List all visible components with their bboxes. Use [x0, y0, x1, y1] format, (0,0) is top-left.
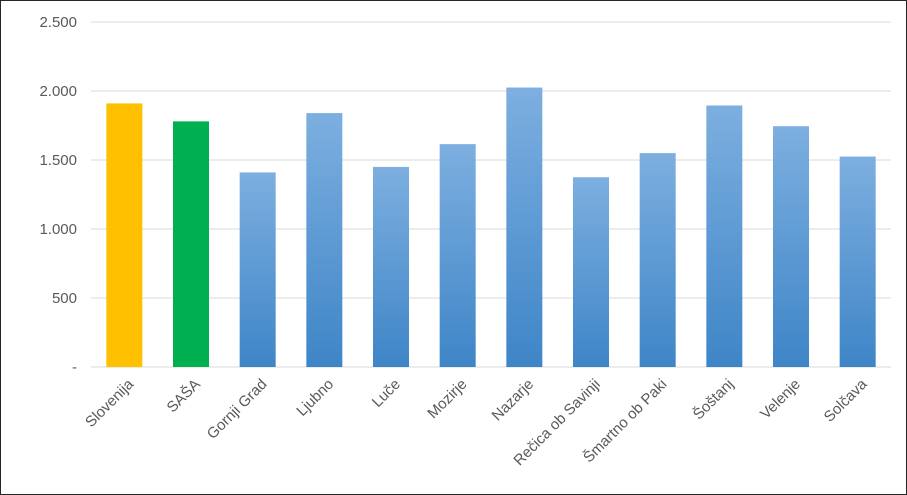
bar: [573, 177, 609, 367]
bar: [173, 121, 209, 367]
x-tick-label: Solčava: [821, 375, 871, 425]
bar: [639, 153, 676, 367]
x-tick-label: SAŠA: [164, 376, 204, 416]
x-tick-label: Nazarje: [489, 376, 538, 425]
bar: [106, 103, 143, 368]
bar: [839, 156, 876, 367]
x-tick-label: Luče: [369, 376, 404, 411]
bar: [773, 126, 809, 367]
bar: [373, 166, 409, 367]
y-axis-tick-labels: - 500 1.000 1.500 2.000 2.500: [39, 14, 77, 376]
x-tick-label: Slovenija: [82, 375, 138, 431]
bar: [239, 172, 276, 367]
y-tick-label: 2.500: [39, 14, 77, 31]
x-tick-label: Šoštanj: [690, 376, 737, 423]
x-tick-label: Gornji Grad: [204, 376, 271, 443]
gridlines: [91, 21, 891, 368]
y-tick-label: 2.000: [39, 83, 77, 100]
x-tick-label: Ljubno: [293, 376, 337, 420]
y-tick-label: 500: [52, 290, 77, 307]
y-tick-label: -: [72, 359, 77, 376]
x-tick-label: Velenje: [757, 376, 804, 423]
y-tick-label: 1.000: [39, 221, 77, 238]
bar: [439, 144, 476, 367]
bar: [706, 105, 743, 368]
y-tick-label: 1.500: [39, 152, 77, 169]
x-axis-tick-labels: Slovenija SAŠA Gornji Grad Ljubno Luče Mozirj…: [82, 375, 871, 469]
bar: [306, 113, 343, 367]
x-tick-label: Mozirje: [424, 376, 470, 422]
bars: [106, 87, 876, 368]
bar: [506, 87, 543, 368]
